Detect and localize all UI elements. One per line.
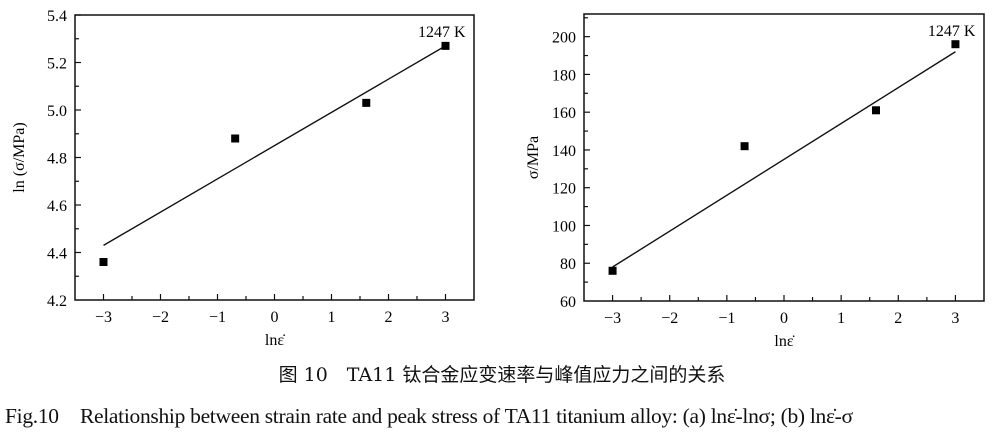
y-tick-label: 5.0 (47, 103, 67, 120)
temperature-annotation: 1247 K (418, 24, 466, 41)
y-axis-label: ln (σ/MPa) (11, 122, 28, 192)
temperature-annotation: 1247 K (928, 23, 976, 40)
x-axis-label: lnε̇ (774, 333, 794, 350)
x-tick-label: 1 (328, 309, 336, 326)
fit-line (612, 51, 956, 268)
data-point (99, 258, 108, 266)
y-tick-label: 120 (552, 181, 576, 198)
data-point (362, 98, 371, 107)
x-tick-label: 0 (780, 310, 788, 327)
plot-frame (583, 13, 985, 302)
plot-frame (74, 14, 475, 301)
figure-canvas: −3 −2 −1 0 1 2 3 4.2 4.4 4.6 4.8 5.0 5.2 5.4 lnε̇ ln (σ… (11, 8, 985, 350)
x-tick-label: 2 (894, 310, 902, 327)
y-tick-label: 4.2 (47, 293, 67, 310)
y-tick-label: 4.4 (47, 246, 67, 263)
y-tick-label: 180 (552, 67, 576, 84)
y-tick-label: 5.2 (47, 56, 67, 73)
y-tick-label: 4.8 (47, 151, 67, 168)
x-tick-label: −3 (604, 310, 621, 327)
data-point (441, 41, 450, 50)
x-tick-label: −2 (152, 309, 169, 326)
x-tick-label: 3 (951, 310, 959, 327)
y-axis-label: σ/MPa (525, 136, 542, 179)
x-tick-label: 2 (385, 309, 393, 326)
y-tick-label: 160 (552, 105, 576, 122)
x-tick-label: −2 (661, 310, 678, 327)
y-tick-label: 60 (560, 294, 576, 311)
x-tick-label: 1 (837, 310, 845, 327)
x-tick-label: 0 (271, 309, 279, 326)
x-tick-label: −3 (95, 309, 112, 326)
caption-english: Fig.10 Relationship between strain rate … (5, 404, 853, 428)
x-axis-label: lnε̇ (265, 332, 285, 349)
data-point (231, 134, 240, 143)
data-point (608, 266, 617, 275)
data-point (872, 106, 880, 115)
y-tick-label: 100 (552, 218, 576, 235)
caption-chinese: 图 10 TA11 钛合金应变速率与峰值应力之间的关系 (278, 364, 726, 386)
y-tick-label: 5.4 (47, 8, 67, 25)
chart-panel-b: −3 −2 −1 0 1 2 3 60 80 100 120 140 160 180 200 lnε̇ σ/MP… (525, 13, 985, 350)
x-tick-label: −1 (209, 309, 226, 326)
fit-line (103, 45, 446, 246)
x-tick-label: 3 (442, 309, 450, 326)
y-tick-label: 4.6 (47, 198, 67, 215)
data-point (740, 142, 749, 151)
y-tick-label: 80 (560, 256, 576, 273)
y-tick-label: 140 (552, 143, 576, 160)
x-tick-label: −1 (718, 310, 735, 327)
chart-panel-a: −3 −2 −1 0 1 2 3 4.2 4.4 4.6 4.8 5.0 5.2 5.4 lnε̇ ln (σ… (11, 8, 475, 349)
data-point (951, 40, 960, 49)
y-tick-label: 200 (552, 30, 576, 47)
